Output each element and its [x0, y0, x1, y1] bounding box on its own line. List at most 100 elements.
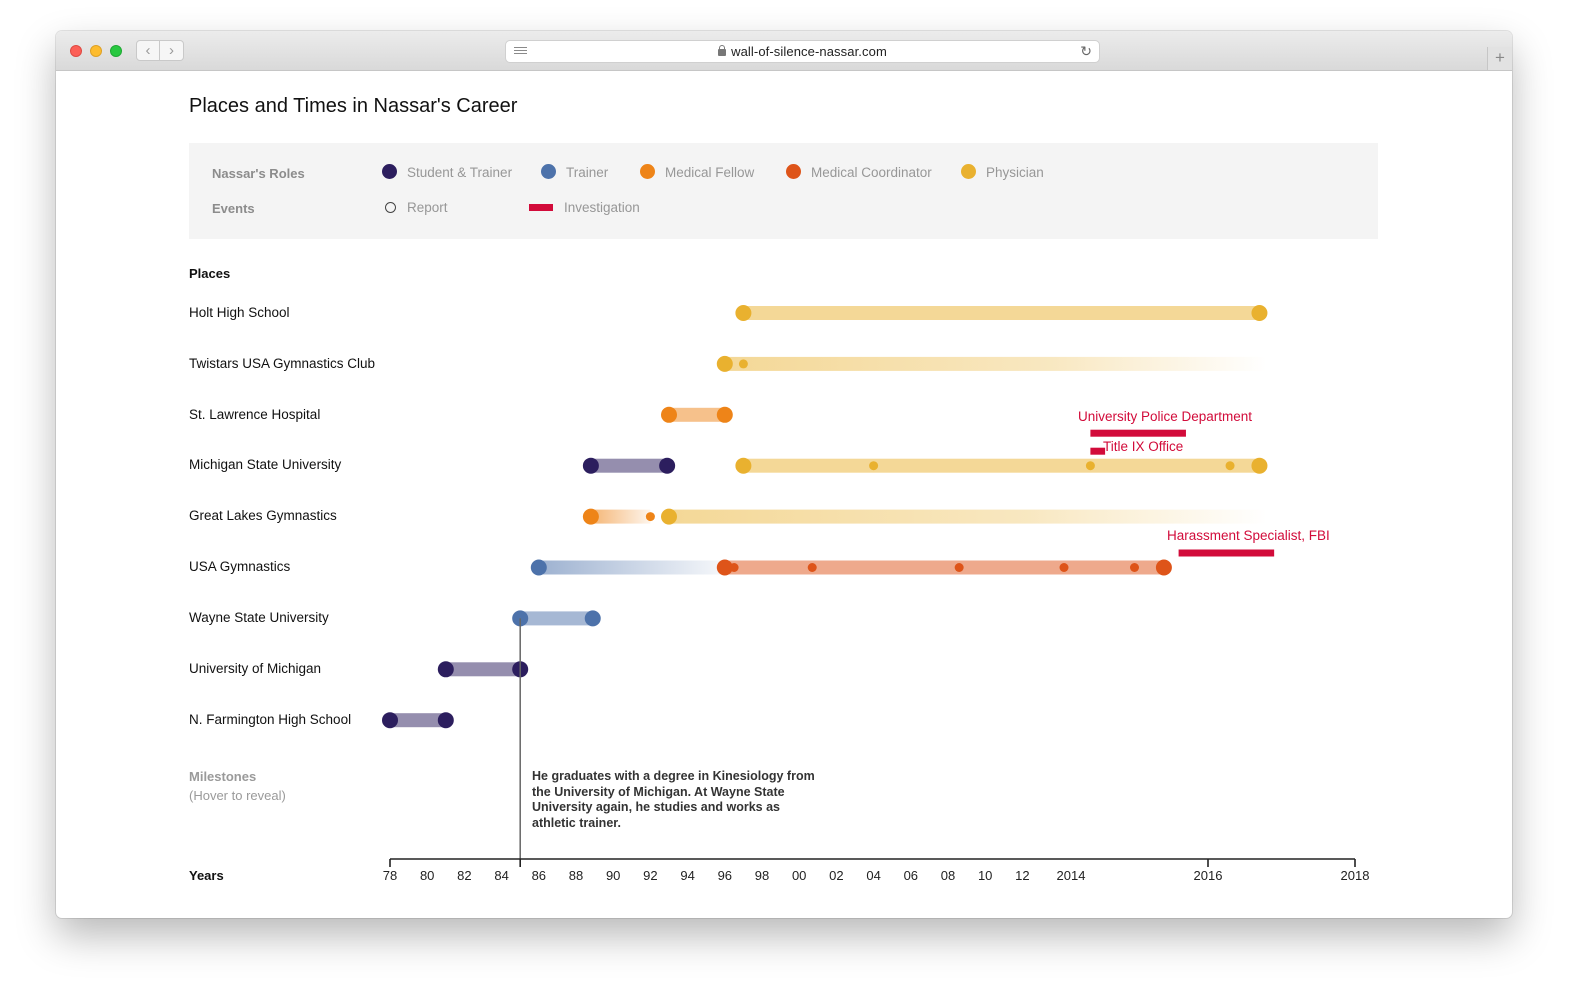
axis-tick-label: 82: [457, 868, 471, 883]
place-label-great-lakes[interactable]: Great Lakes Gymnastics: [189, 508, 337, 523]
report-marker[interactable]: [807, 563, 817, 572]
page-title: Places and Times in Nassar's Career: [189, 95, 518, 117]
trainer-period-bar[interactable]: [538, 560, 725, 575]
investigation-bar[interactable]: [1090, 447, 1106, 455]
legend-medical-coordinator: Medical Coordinator: [811, 165, 932, 180]
medical-fellow-end-marker[interactable]: [716, 406, 733, 423]
legend-events-label: Events: [212, 201, 255, 216]
physician-period-bar[interactable]: [743, 306, 1260, 320]
place-label-usa-gymnastics[interactable]: USA Gymnastics: [189, 559, 291, 574]
page-content: Places and Times in Nassar's Career Nass…: [56, 71, 1512, 918]
zoom-window-button[interactable]: [110, 45, 122, 57]
student-trainer-start-marker[interactable]: [582, 457, 599, 474]
reload-icon[interactable]: ↻: [1080, 43, 1092, 59]
investigation-label-fbi[interactable]: Harassment Specialist, FBI: [1167, 528, 1330, 543]
physician-end-marker[interactable]: [1251, 305, 1268, 321]
milestone-description: He graduates with a degree in Kinesiolog…: [532, 769, 815, 830]
axis-tick-label: 12: [1015, 868, 1029, 883]
axis-tick-label: 92: [643, 868, 657, 883]
report-marker[interactable]: [1225, 461, 1235, 471]
medical-coordinator-dot-icon: [786, 164, 801, 179]
investigation-label-university-police[interactable]: University Police Department: [1078, 409, 1253, 424]
trainer-period-bar[interactable]: [520, 611, 593, 626]
physician-period-bar[interactable]: [669, 509, 1267, 524]
places-heading: Places: [189, 266, 231, 281]
physician-period-bar[interactable]: [724, 356, 1267, 371]
place-label-umich[interactable]: University of Michigan: [189, 661, 322, 676]
place-label-st-lawrence[interactable]: St. Lawrence Hospital: [189, 407, 321, 422]
physician-start-marker[interactable]: [735, 305, 752, 321]
medical-fellow-start-marker[interactable]: [582, 508, 599, 525]
student-trainer-period-bar[interactable]: [445, 662, 521, 677]
axis-tick-label: 08: [941, 868, 955, 883]
axis-tick-label: 2016: [1194, 868, 1223, 883]
new-tab-button[interactable]: +: [1487, 47, 1512, 70]
url-text: wall-of-silence-nassar.com: [731, 44, 887, 59]
legend: Nassar's Roles Events Student & Trainer …: [189, 143, 1378, 239]
trainer-end-marker[interactable]: [584, 610, 601, 627]
physician-start-marker[interactable]: [735, 457, 752, 474]
trainer-start-marker[interactable]: [530, 559, 547, 576]
address-bar[interactable]: wall-of-silence-nassar.com ↻: [505, 40, 1100, 63]
student-trainer-dot-icon: [382, 164, 397, 179]
medical-fellow-period-bar[interactable]: [669, 407, 725, 422]
student-trainer-period-bar[interactable]: [590, 458, 668, 473]
place-label-wayne-state[interactable]: Wayne State University: [189, 610, 329, 625]
milestones-heading: Milestones: [189, 769, 257, 784]
student-trainer-start-marker[interactable]: [437, 661, 454, 678]
physician-start-marker[interactable]: [661, 508, 677, 525]
career-timeline-chart[interactable]: 78 80 82 84 86 88 90 92 94 96 98 00 02 04 06 08 10 12 2014…: [56, 71, 1512, 918]
report-marker[interactable]: [738, 359, 748, 369]
axis-tick-label: 88: [569, 868, 583, 883]
legend-report: Report: [407, 200, 448, 215]
place-label-holt[interactable]: Holt High School: [189, 305, 290, 320]
url-display[interactable]: wall-of-silence-nassar.com: [506, 44, 1099, 59]
close-window-button[interactable]: [70, 45, 82, 57]
axis-tick-label: 86: [532, 868, 546, 883]
report-marker[interactable]: [1059, 563, 1069, 572]
student-trainer-start-marker[interactable]: [382, 712, 398, 729]
axis-tick-label: 2018: [1341, 868, 1370, 883]
physician-period-bar[interactable]: [743, 458, 1260, 473]
place-label-twistars[interactable]: Twistars USA Gymnastics Club: [189, 356, 376, 371]
report-marker[interactable]: [869, 461, 879, 471]
legend-physician: Physician: [986, 165, 1044, 180]
medical-fellow-period-bar[interactable]: [590, 509, 651, 524]
axis-tick-label: 00: [792, 868, 806, 883]
student-trainer-end-marker[interactable]: [437, 712, 454, 729]
axis-tick-label: 80: [420, 868, 434, 883]
medical-coordinator-period-bar[interactable]: [724, 560, 1164, 575]
student-trainer-period-bar[interactable]: [390, 713, 446, 728]
axis-tick-label: 84: [494, 868, 508, 883]
legend-trainer: Trainer: [566, 165, 609, 180]
report-marker[interactable]: [729, 563, 739, 572]
reader-view-icon[interactable]: [514, 47, 527, 56]
back-button[interactable]: ‹: [136, 40, 160, 61]
physician-start-marker[interactable]: [716, 355, 733, 372]
milestones-hint: (Hover to reveal): [189, 788, 286, 803]
report-marker[interactable]: [645, 512, 655, 522]
investigation-bar[interactable]: [1178, 549, 1275, 557]
place-label-msu[interactable]: Michigan State University: [189, 457, 342, 472]
medical-fellow-start-marker[interactable]: [661, 406, 677, 423]
legend-investigation: Investigation: [564, 200, 640, 215]
physician-end-marker[interactable]: [1251, 457, 1268, 474]
report-marker[interactable]: [1130, 563, 1139, 572]
medical-coordinator-start-marker[interactable]: [716, 559, 733, 576]
minimize-window-button[interactable]: [90, 45, 102, 57]
report-marker[interactable]: [954, 563, 964, 572]
investigation-label-title-ix[interactable]: Title IX Office: [1103, 439, 1184, 454]
legend-medical-fellow: Medical Fellow: [665, 165, 755, 180]
axis-tick-label: 96: [718, 868, 732, 883]
place-label-n-farmington[interactable]: N. Farmington High School: [189, 712, 352, 727]
browser-titlebar: ‹ › wall-of-silence-nassar.com ↻ +: [56, 31, 1512, 71]
medical-coordinator-end-marker[interactable]: [1155, 559, 1172, 576]
investigation-bar[interactable]: [1090, 429, 1186, 437]
axis-tick-label: 98: [755, 868, 769, 883]
legend-roles-label: Nassar's Roles: [212, 166, 305, 181]
forward-button[interactable]: ›: [160, 40, 184, 61]
physician-dot-icon: [961, 164, 976, 179]
student-trainer-end-marker[interactable]: [659, 457, 676, 474]
report-marker[interactable]: [1085, 461, 1095, 471]
browser-window: ‹ › wall-of-silence-nassar.com ↻ + Place…: [56, 31, 1512, 918]
